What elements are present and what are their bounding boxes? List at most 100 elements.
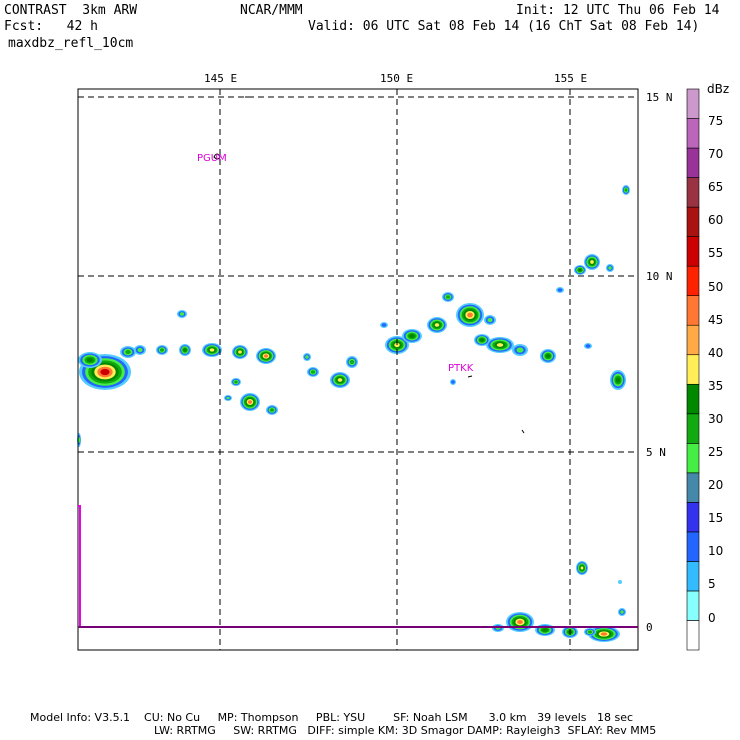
- chuuk-outline: [467, 375, 473, 378]
- colorbar-swatch: [686, 620, 700, 651]
- echo-cell: [381, 323, 387, 327]
- colorbar-swatch: [686, 206, 700, 237]
- echo-cell: [270, 408, 274, 412]
- colorbar-level-label: 45: [708, 312, 724, 327]
- colorbar-swatch: [686, 118, 700, 149]
- echo-cell: [578, 268, 582, 272]
- radar-echoes: [77, 185, 630, 642]
- echo-cell: [517, 620, 523, 624]
- colorbar: [686, 88, 700, 651]
- echo-cell: [620, 610, 624, 614]
- valid-time: Valid: 06 UTC Sat 08 Feb 14 (16 ChT Sat …: [308, 19, 700, 34]
- colorbar-level-label: 65: [708, 180, 724, 195]
- model-info-line1: Model Info: V3.5.1 CU: No Cu MP: Thompso…: [30, 711, 634, 724]
- model-name: CONTRAST 3km ARW: [4, 3, 138, 18]
- echo-cell: [487, 317, 493, 323]
- organization: NCAR/MMM: [240, 3, 303, 18]
- lat-label-15n: 15 N: [646, 91, 673, 104]
- colorbar-swatch: [686, 236, 700, 267]
- colorbar-level-label: 35: [708, 378, 724, 393]
- colorbar-swatch: [686, 147, 700, 178]
- echo-cell: [451, 380, 455, 384]
- forecast-hour: Fcst: 42 h: [4, 19, 98, 34]
- echo-cell: [183, 348, 187, 352]
- echo-cell: [624, 188, 628, 192]
- colorbar-swatch: [686, 561, 700, 592]
- colorbar-level-label: 30: [708, 411, 724, 426]
- colorbar-swatch: [686, 324, 700, 356]
- colorbar-swatch: [686, 88, 700, 119]
- colorbar-swatch: [686, 443, 700, 474]
- colorbar-level-label: 10: [708, 544, 724, 559]
- colorbar-level-label: 0: [708, 610, 716, 625]
- echo-cell: [615, 377, 621, 383]
- colorbar-swatch: [686, 590, 700, 621]
- colorbar-swatch: [686, 177, 700, 208]
- echo-cell: [496, 343, 504, 347]
- colorbar-level-label: 20: [708, 478, 724, 493]
- echo-cell: [608, 266, 612, 270]
- echo-cell: [248, 400, 252, 404]
- colorbar-level-label: 55: [708, 246, 724, 261]
- plot-frame: [77, 88, 639, 651]
- echo-cell: [618, 580, 622, 584]
- colorbar-swatch: [686, 383, 700, 415]
- colorbar-unit: dBz: [707, 82, 730, 96]
- echo-cell: [600, 632, 608, 636]
- colorbar-level-label: 25: [708, 445, 724, 459]
- station-ptkk: PTKK: [448, 363, 474, 374]
- echo-cell: [100, 368, 110, 376]
- model-info-line2: LW: RRTMG SW: RRTMG DIFF: simple KM: 3D …: [154, 724, 657, 737]
- graticule: [78, 89, 638, 650]
- echo-cell: [542, 628, 548, 632]
- colorbar-swatch: [686, 295, 700, 326]
- lat-label-5n: 5 N: [646, 446, 666, 459]
- echo-cell: [137, 347, 143, 353]
- echo-cell: [545, 354, 551, 358]
- echo-cell: [516, 347, 524, 353]
- echo-cell: [264, 354, 268, 358]
- init-time: Init: 12 UTC Thu 06 Feb 14: [516, 3, 720, 18]
- echo-cell: [479, 338, 485, 342]
- colorbar-swatch: [686, 502, 700, 533]
- colorbar-swatch: [686, 265, 700, 296]
- colorbar-level-label: 15: [708, 511, 724, 526]
- lon-label-155: 155 E: [554, 72, 588, 85]
- guam-outline: [213, 153, 221, 160]
- echo-cell: [337, 378, 343, 382]
- echo-cell: [160, 348, 164, 352]
- lon-label-145: 145 E: [204, 72, 238, 85]
- echo-cell: [311, 370, 315, 374]
- colorbar-swatch: [686, 413, 700, 444]
- echo-cell: [234, 380, 238, 384]
- echo-cell: [467, 312, 473, 318]
- echo-cell: [179, 312, 185, 316]
- field-name: maxdbz_refl_10cm: [8, 36, 134, 51]
- echo-cell: [226, 396, 230, 400]
- colorbar-level-label: 40: [708, 345, 724, 360]
- station-pgum: PGUM: [197, 153, 227, 164]
- colorbar-swatch: [686, 472, 700, 503]
- echo-cell: [580, 566, 584, 570]
- echo-cell: [305, 355, 309, 359]
- echo-cell: [434, 323, 440, 327]
- lon-label-150: 150 E: [380, 72, 414, 85]
- island-outline: [521, 429, 525, 434]
- echo-cell: [557, 288, 563, 292]
- echo-cell: [590, 260, 594, 264]
- echo-cell: [446, 295, 450, 299]
- lat-label-0: 0: [646, 621, 653, 634]
- echo-cell: [585, 344, 591, 348]
- echo-cell: [409, 334, 415, 338]
- echo-cell: [350, 360, 354, 364]
- colorbar-level-label: 60: [708, 213, 724, 228]
- colorbar-level-label: 70: [708, 147, 724, 162]
- echo-cell: [86, 357, 94, 363]
- colorbar-level-label: 5: [708, 577, 716, 592]
- echo-cell: [125, 350, 131, 354]
- colorbar-level-label: 75: [708, 114, 724, 128]
- colorbar-swatch: [686, 354, 700, 385]
- echo-cell: [209, 348, 215, 352]
- lat-label-10n: 10 N: [646, 270, 673, 283]
